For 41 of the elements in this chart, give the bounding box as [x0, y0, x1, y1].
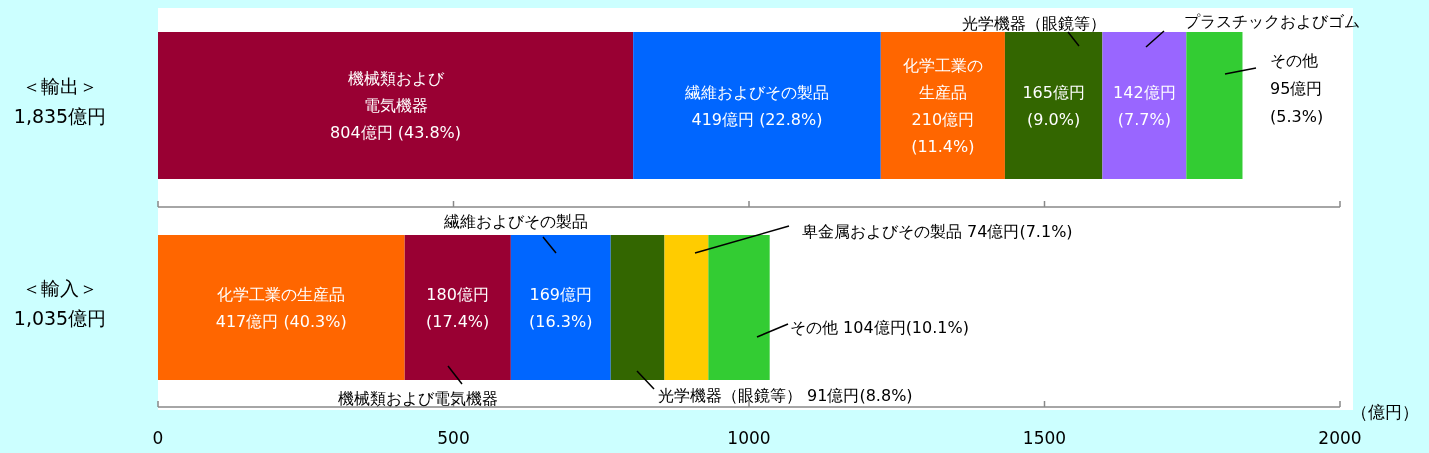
x-axis-title: （億円） [1351, 402, 1419, 422]
series-label: 繊維およびその製品 [443, 212, 588, 231]
text: 化学工業の生産品 [217, 284, 346, 304]
series-label: その他 [1270, 51, 1318, 70]
bar [1102, 32, 1187, 179]
text: 光学機器（眼鏡等） 91億円(8.8%) [658, 386, 913, 405]
data-label: 419億円 (22.8%) [690, 108, 824, 131]
bar [633, 32, 881, 179]
text: 卑金属およびその製品 74億円(7.1%) [802, 222, 1073, 241]
data-label: 95億円 (5.3%) [1270, 79, 1324, 126]
text: 繊維およびその製品 [684, 82, 829, 102]
bar [404, 235, 511, 380]
bar [1004, 32, 1103, 179]
series-label: プラスチックおよびゴム [1184, 12, 1360, 31]
x-tick-label: 1500 [1022, 428, 1067, 448]
data-label: 804億円 (43.8%) [329, 122, 463, 144]
data-label: 417億円 (40.3%) [214, 310, 348, 333]
bar [1186, 32, 1243, 179]
x-tick-label: 2000 [1318, 428, 1362, 448]
data-label: 142億円 (7.7%) [1113, 83, 1176, 129]
bar [158, 235, 405, 380]
series-label: 光学機器（眼鏡等） [962, 14, 1106, 33]
bar [664, 235, 709, 380]
bar [158, 32, 634, 179]
y-tick-label: ＜輸出＞ 1,835億円 [13, 74, 107, 127]
x-tick-label: 500 [437, 428, 470, 448]
text: 機械類および電気機器 [347, 69, 444, 115]
x-tick-label: 1000 [727, 428, 771, 448]
data-label: 210億円 (11.4%) [910, 108, 976, 158]
series-label: 化学工業の生産品 [901, 54, 984, 104]
bar [880, 32, 1005, 179]
data-label: 165億円 (9.0%) [1022, 83, 1085, 129]
text: その他 104億円(10.1%) [790, 318, 969, 337]
bar [708, 235, 770, 380]
x-tick-label: 0 [152, 428, 164, 448]
y-tick-label: ＜輸入＞ 1,035億円 [13, 276, 107, 329]
data-label: 169億円 (16.3%) [529, 285, 593, 331]
bar [610, 235, 665, 380]
bar [510, 235, 611, 380]
series-label: 機械類および電気機器 [338, 389, 498, 408]
data-label: 180億円 (17.4%) [425, 285, 490, 331]
